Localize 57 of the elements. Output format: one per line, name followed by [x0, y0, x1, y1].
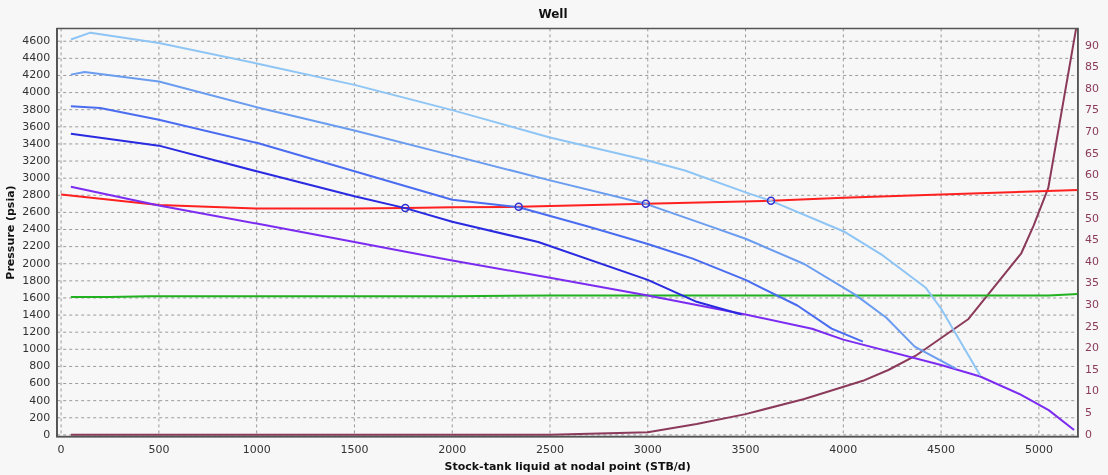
- y2-tick-label: 90: [1085, 38, 1099, 52]
- y-tick-label: 200: [29, 410, 51, 424]
- y2-tick-label: 35: [1085, 276, 1099, 290]
- y-tick-label: 2800: [22, 188, 51, 202]
- y-tick-label: 4200: [22, 68, 51, 82]
- y-tick-label: 0: [43, 427, 51, 441]
- y-axis-title: Pressure (psia): [4, 185, 18, 280]
- y2-tick-label: 55: [1085, 189, 1099, 203]
- y-tick-label: 3400: [22, 136, 51, 150]
- y2-tick-label: 45: [1085, 233, 1099, 247]
- y-tick-label: 4600: [22, 34, 51, 48]
- x-tick-label: 4500: [927, 443, 956, 457]
- x-tick-label: 1500: [340, 443, 369, 457]
- y-tick-label: 1800: [22, 273, 51, 287]
- y2-tick-label: 85: [1085, 60, 1099, 74]
- x-axis-title: Stock-tank liquid at nodal point (STB/d): [444, 460, 691, 474]
- y-tick-label: 3600: [22, 119, 51, 133]
- y-tick-label: 1400: [22, 307, 51, 321]
- y2-tick-label: 30: [1085, 298, 1099, 312]
- y-tick-label: 400: [29, 393, 51, 407]
- y-tick-label: 2400: [22, 222, 51, 236]
- y2-tick-label: 40: [1085, 254, 1099, 268]
- x-tick-label: 3500: [731, 443, 760, 457]
- x-tick-label: 500: [148, 443, 170, 457]
- x-tick-label: 2500: [536, 443, 564, 457]
- y2-tick-label: 25: [1085, 319, 1099, 333]
- y2-tick-label: 0: [1085, 427, 1092, 441]
- y2-tick-label: 65: [1085, 146, 1099, 160]
- y-tick-label: 2200: [22, 239, 51, 253]
- y2-tick-label: 80: [1085, 81, 1099, 95]
- y-tick-label: 1000: [22, 342, 51, 356]
- y-tick-label: 4400: [22, 51, 51, 65]
- y-tick-label: 4000: [22, 85, 51, 99]
- x-tick-label: 5000: [1024, 443, 1053, 457]
- y2-tick-label: 50: [1085, 211, 1099, 225]
- y2-tick-label: 10: [1085, 384, 1099, 398]
- x-tick-label: 0: [57, 443, 65, 457]
- y-tick-label: 800: [29, 359, 51, 373]
- x-tick-label: 4000: [829, 443, 858, 457]
- y2-tick-label: 15: [1085, 362, 1099, 376]
- y2-tick-label: 60: [1085, 168, 1099, 182]
- y-tick-label: 3200: [22, 153, 51, 167]
- x-tick-label: 3000: [633, 443, 662, 457]
- y2-tick-label: 70: [1085, 125, 1099, 139]
- y2-tick-label: 20: [1085, 341, 1099, 355]
- chart-title: Well: [538, 7, 568, 22]
- y-tick-label: 600: [29, 376, 51, 390]
- y2-tick-label: 5: [1085, 406, 1092, 420]
- x-tick-label: 1000: [242, 443, 271, 457]
- x-tick-label: 2000: [438, 443, 467, 457]
- y-tick-label: 1200: [22, 325, 51, 339]
- y-tick-label: 3800: [22, 102, 51, 116]
- y-tick-label: 2000: [22, 256, 51, 270]
- y-tick-label: 1600: [22, 290, 51, 304]
- y-tick-label: 2600: [22, 205, 51, 219]
- y-tick-label: 3000: [22, 171, 51, 185]
- y2-tick-label: 75: [1085, 103, 1099, 117]
